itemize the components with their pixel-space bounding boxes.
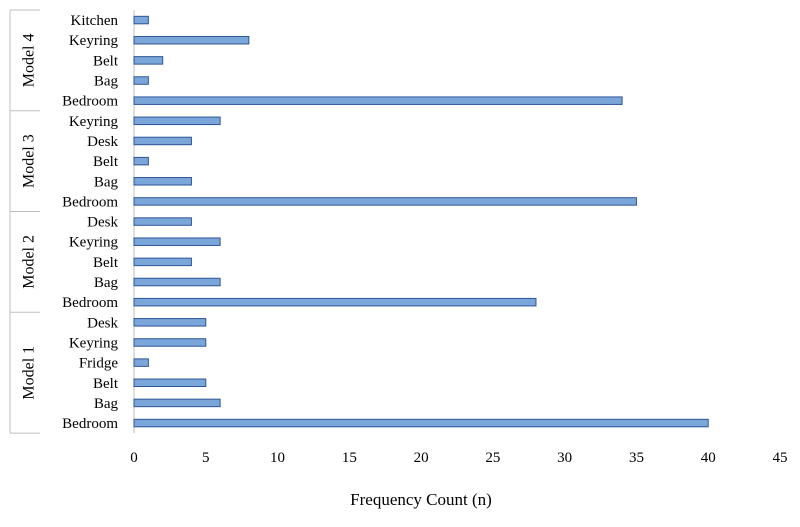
category-label: Belt	[93, 53, 119, 69]
bar-model-3-bedroom	[133, 197, 637, 206]
category-label: Bedroom	[62, 416, 118, 432]
category-label: Keyring	[69, 235, 119, 251]
category-label: Bag	[94, 275, 119, 291]
bar-model-1-belt	[133, 378, 207, 388]
category-label: Bedroom	[62, 94, 118, 110]
category-label: Kitchen	[71, 13, 119, 29]
bar-model-2-bedroom	[133, 297, 537, 307]
category-label: Keyring	[69, 33, 119, 49]
bar-model-1-bedroom	[133, 418, 709, 428]
x-tick-label: 0	[130, 450, 138, 466]
bar-model-4-kitchen	[133, 15, 149, 25]
bar-model-1-fridge	[133, 358, 149, 367]
category-label: Bedroom	[62, 295, 118, 311]
bar-model-4-bedroom	[133, 96, 623, 105]
bar-model-2-bag	[133, 277, 221, 287]
x-tick-label: 15	[342, 450, 357, 466]
bar-model-1-keyring	[133, 338, 207, 347]
bar-model-3-belt	[133, 156, 149, 166]
x-tick-label: 30	[557, 450, 572, 466]
category-label: Keyring	[69, 114, 119, 130]
bar-model-2-desk	[133, 217, 192, 226]
bar-model-2-keyring	[133, 237, 221, 246]
bar-model-1-bag	[133, 398, 221, 408]
x-tick-label: 45	[773, 450, 788, 466]
x-tick-label: 20	[414, 450, 429, 466]
x-tick-label: 5	[202, 450, 210, 466]
bar-model-4-keyring	[133, 35, 250, 45]
bar-model-3-keyring	[133, 116, 221, 126]
group-labels: Model 4 Model 3 Model 2 Model 1	[21, 33, 38, 399]
x-tick-label: 10	[270, 450, 285, 466]
bars	[133, 15, 709, 428]
category-label: Desk	[87, 134, 118, 150]
x-tick-label: 40	[701, 450, 716, 466]
x-tick-labels: 0 5 10 15 20 25 30 35 40 45	[130, 450, 787, 466]
category-labels: Kitchen Keyring Belt Bag Bedroom Keyring Desk B…	[62, 13, 119, 432]
bar-model-3-desk	[133, 136, 192, 146]
x-tick-label: 35	[629, 450, 644, 466]
group-label: Model 3	[21, 134, 38, 188]
category-label: Desk	[87, 315, 118, 331]
bar-model-2-belt	[133, 257, 192, 267]
bar-model-4-belt	[133, 56, 164, 65]
x-axis-title: Frequency Count (n)	[350, 490, 492, 509]
group-label: Model 2	[21, 235, 38, 289]
category-label: Belt	[93, 154, 119, 170]
category-label: Belt	[93, 255, 119, 271]
bar-model-4-bag	[133, 76, 149, 85]
category-label: Desk	[87, 215, 118, 231]
bar-model-1-desk	[133, 318, 207, 327]
bar-model-3-bag	[133, 177, 192, 186]
category-label: Bedroom	[62, 194, 118, 210]
x-tick-label: 25	[485, 450, 500, 466]
category-label: Bag	[94, 396, 119, 412]
category-label: Bag	[94, 174, 119, 190]
category-label: Bag	[94, 74, 119, 90]
category-label: Keyring	[69, 335, 119, 351]
category-label: Belt	[93, 376, 119, 392]
group-label: Model 4	[21, 33, 38, 87]
category-label: Fridge	[79, 356, 119, 372]
group-label: Model 1	[21, 346, 38, 400]
